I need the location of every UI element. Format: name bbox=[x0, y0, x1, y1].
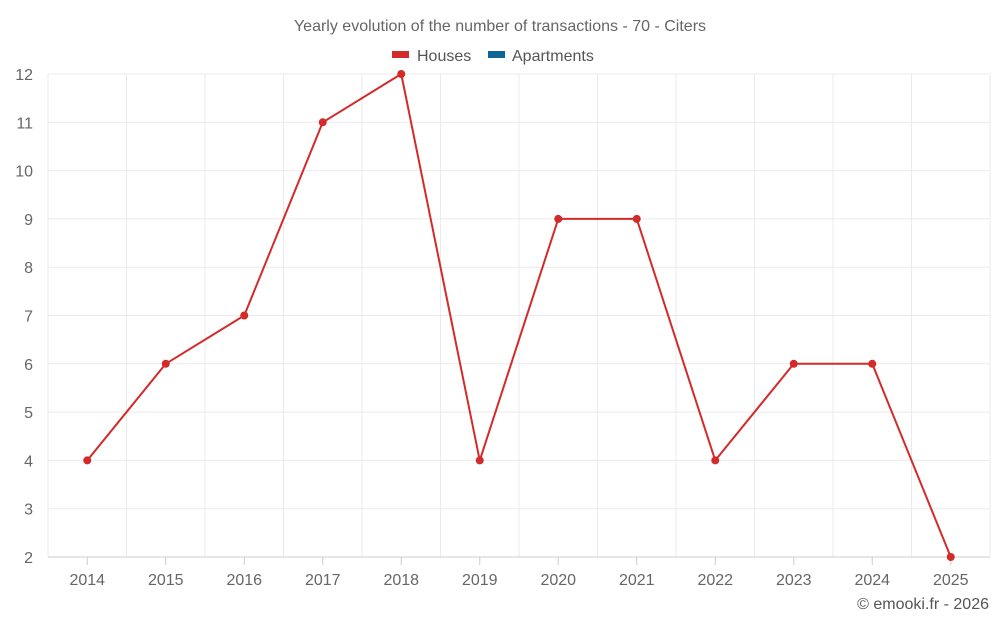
data-point[interactable] bbox=[161, 359, 170, 368]
x-tick-label: 2016 bbox=[226, 572, 262, 589]
data-point[interactable] bbox=[318, 118, 327, 127]
data-point[interactable] bbox=[789, 359, 798, 368]
x-tick-label: 2018 bbox=[383, 572, 419, 589]
y-tick-label: 4 bbox=[24, 453, 33, 470]
legend-label-apartments: Apartments bbox=[512, 48, 594, 65]
x-tick-label: 2023 bbox=[776, 572, 812, 589]
credit-text: © emooki.fr - 2026 bbox=[857, 596, 989, 613]
legend-item-apartments[interactable]: Apartments bbox=[488, 48, 594, 65]
grid bbox=[47, 73, 991, 557]
x-axis: 2014 2015 2016 2017 2018 2019 2020 2021 2022 2023… bbox=[48, 556, 990, 589]
data-point[interactable] bbox=[83, 456, 92, 465]
x-tick-label: 2017 bbox=[305, 572, 341, 589]
legend-label-houses: Houses bbox=[417, 48, 471, 65]
series-houses bbox=[83, 70, 955, 561]
y-tick-label: 12 bbox=[15, 67, 33, 84]
y-tick-label: 6 bbox=[24, 357, 33, 374]
y-tick-label: 8 bbox=[24, 260, 33, 277]
x-tick-label: 2014 bbox=[69, 572, 105, 589]
x-tick-label: 2019 bbox=[462, 572, 498, 589]
data-point[interactable] bbox=[397, 70, 406, 78]
data-point[interactable] bbox=[711, 456, 720, 465]
legend: Houses Apartments bbox=[392, 48, 594, 65]
x-tick-label: 2022 bbox=[697, 572, 733, 589]
x-tick-label: 2021 bbox=[619, 572, 655, 589]
y-tick-label: 5 bbox=[24, 405, 33, 422]
x-tick-label: 2024 bbox=[854, 572, 890, 589]
data-point[interactable] bbox=[240, 311, 249, 320]
legend-swatch-houses bbox=[392, 51, 409, 58]
data-point[interactable] bbox=[868, 359, 877, 368]
y-tick-label: 2 bbox=[24, 550, 33, 567]
data-point[interactable] bbox=[554, 214, 563, 223]
data-point[interactable] bbox=[632, 214, 641, 223]
legend-item-houses[interactable]: Houses bbox=[392, 48, 471, 65]
y-tick-label: 7 bbox=[24, 309, 33, 326]
y-tick-label: 10 bbox=[15, 164, 33, 181]
y-axis: 2 3 4 5 6 7 8 9 10 11 12 bbox=[15, 67, 33, 567]
data-point[interactable] bbox=[946, 553, 955, 561]
x-tick-label: 2015 bbox=[148, 572, 184, 589]
y-tick-label: 11 bbox=[16, 115, 33, 132]
x-tick-label: 2020 bbox=[540, 572, 576, 589]
series-line-houses bbox=[86, 73, 952, 558]
x-tick-label: 2025 bbox=[933, 572, 969, 589]
legend-swatch-apartments bbox=[488, 51, 505, 58]
data-point[interactable] bbox=[475, 456, 484, 465]
y-tick-label: 3 bbox=[24, 502, 33, 519]
y-tick-label: 9 bbox=[24, 212, 33, 229]
chart-title: Yearly evolution of the number of transa… bbox=[294, 18, 706, 35]
